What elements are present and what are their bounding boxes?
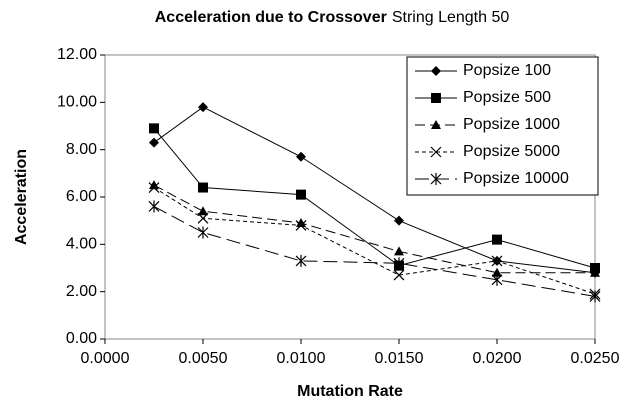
marker (149, 123, 159, 134)
chart-title: Acceleration due to Crossover (155, 9, 387, 26)
legend-label: Popsize 500 (463, 89, 551, 106)
marker (589, 290, 601, 303)
marker (394, 246, 404, 256)
legend-label: Popsize 5000 (463, 143, 560, 160)
y-tick-label: 8.00 (66, 141, 97, 158)
y-tick-label: 12.00 (57, 46, 97, 63)
marker (198, 206, 208, 216)
series-line (153, 106, 596, 274)
y-tick-label: 4.00 (66, 236, 97, 253)
series-line (153, 184, 595, 274)
marker (197, 226, 209, 239)
marker (198, 182, 208, 193)
y-axis-label: Acceleration (13, 149, 30, 245)
marker (295, 254, 307, 267)
marker (198, 102, 208, 113)
marker (149, 137, 159, 148)
marker (492, 234, 502, 245)
x-axis-label: Mutation Rate (297, 383, 403, 400)
marker (590, 267, 600, 277)
marker (491, 255, 503, 267)
series-line (153, 187, 596, 295)
x-tick-label: 0.0050 (179, 350, 228, 367)
x-tick-label: 0.0000 (81, 350, 130, 367)
legend-marker (431, 120, 441, 129)
marker (148, 182, 160, 193)
y-tick-label: 6.00 (66, 188, 97, 205)
marker (296, 151, 306, 162)
marker (197, 212, 209, 224)
y-tick-label: 2.00 (66, 283, 97, 300)
x-tick-label: 0.0200 (473, 350, 522, 367)
y-tick-label: 10.00 (57, 94, 97, 111)
series-line (153, 128, 596, 269)
marker (296, 218, 306, 228)
marker (393, 257, 405, 270)
chart-subtitle: String Length 50 (392, 9, 510, 26)
marker (393, 269, 405, 281)
legend-marker (431, 66, 441, 76)
marker (394, 215, 404, 226)
legend-marker (430, 173, 442, 185)
legend-marker (431, 93, 441, 103)
x-tick-label: 0.0150 (375, 350, 424, 367)
series-line (153, 206, 596, 297)
marker (296, 189, 306, 200)
marker (492, 267, 502, 277)
marker (148, 200, 160, 213)
x-tick-label: 0.0100 (277, 350, 326, 367)
y-tick-label: 0.00 (66, 330, 97, 347)
legend-label: Popsize 10000 (463, 170, 569, 187)
legend-marker (430, 146, 442, 158)
x-tick-label: 0.0250 (571, 350, 620, 367)
marker (295, 219, 307, 231)
chart-title-line: Acceleration due to Crossover String Leng… (155, 9, 510, 26)
marker (491, 273, 503, 286)
legend-label: Popsize 100 (463, 62, 551, 79)
legend-label: Popsize 1000 (463, 116, 560, 133)
marker (149, 180, 159, 190)
